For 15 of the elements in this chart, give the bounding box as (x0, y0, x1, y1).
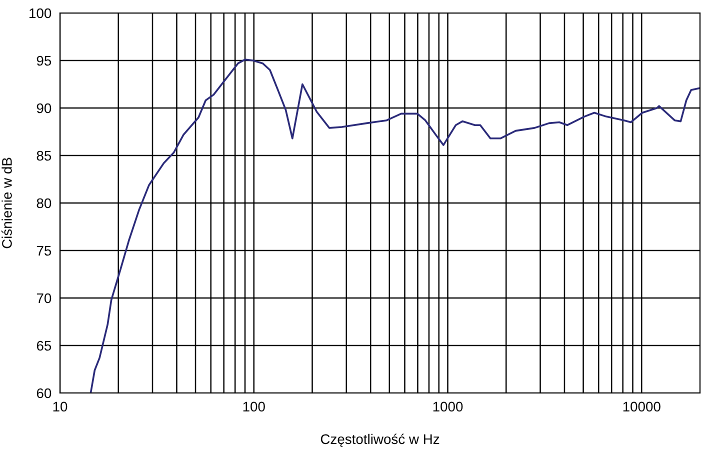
x-tick-label: 10000 (623, 402, 660, 412)
y-tick-label: 100 (30, 8, 52, 18)
y-tick-label: 85 (36, 150, 52, 161)
y-tick-label: 75 (36, 246, 52, 256)
x-tick-label: 1000 (433, 402, 463, 412)
y-tick-label: 80 (36, 198, 52, 208)
y-tick-label: 95 (36, 56, 52, 66)
y-tick-label: 70 (36, 293, 52, 304)
x-tick-label: 10 (53, 402, 68, 412)
x-tick-label: 100 (243, 402, 265, 412)
y-tick-label: 90 (36, 103, 52, 114)
y-tick-label: 60 (36, 388, 52, 398)
y-tick-label: 65 (36, 340, 52, 351)
x-axis-title: Częstotliwość w Hz (320, 434, 440, 447)
y-axis-title: Ciśnienie w dB (1, 158, 12, 248)
